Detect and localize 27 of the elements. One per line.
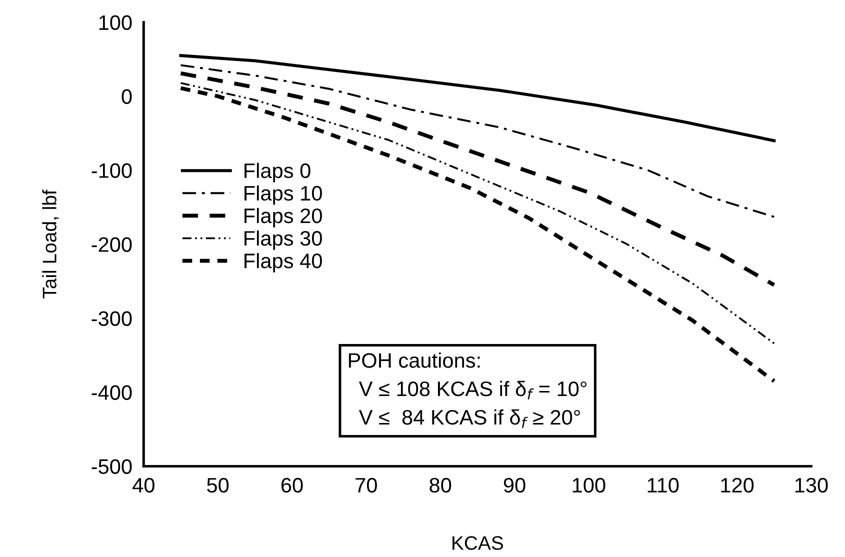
x-tick-label: 80 (430, 478, 452, 493)
legend-label: Flaps 40 (244, 252, 322, 272)
x-tick-label: 100 (572, 478, 606, 493)
line-series (178, 71, 776, 287)
x-tick-label: 60 (281, 478, 303, 493)
legend-label: Flaps 20 (244, 208, 322, 228)
legend-label: Flaps 30 (244, 230, 322, 250)
y-tick-label: -200 (92, 237, 132, 252)
y-tick-label: -400 (92, 385, 132, 400)
y-tick-label: 0 (122, 89, 132, 104)
y-axis-title: Tail Load, lbf (42, 190, 59, 298)
x-tick-label: 40 (132, 478, 154, 493)
y-tick-label: 100 (99, 15, 132, 30)
annotation: POH cautions: V ≤ 108 KCAS if δ$_{f}$ = 10° V ≤ 84 KCAS if δ$_{f}$ ≥ 20° (348, 352, 587, 428)
x-tick-label: 130 (795, 478, 828, 493)
x-tick-label: 120 (721, 478, 754, 493)
x-tick-label: 90 (504, 478, 526, 493)
x-tick-label: 110 (648, 478, 679, 493)
x-axis-title: KCAS (452, 536, 504, 550)
legend-label: Flaps 0 (244, 162, 310, 182)
x-tick-label: 50 (207, 478, 229, 493)
x-tick-label: 70 (356, 478, 377, 493)
y-tick-label: -300 (92, 311, 132, 326)
line-series (179, 54, 776, 142)
legend-label: Flaps 10 (244, 185, 322, 205)
y-tick-label: -500 (92, 459, 132, 474)
y-tick-label: -100 (92, 163, 132, 178)
